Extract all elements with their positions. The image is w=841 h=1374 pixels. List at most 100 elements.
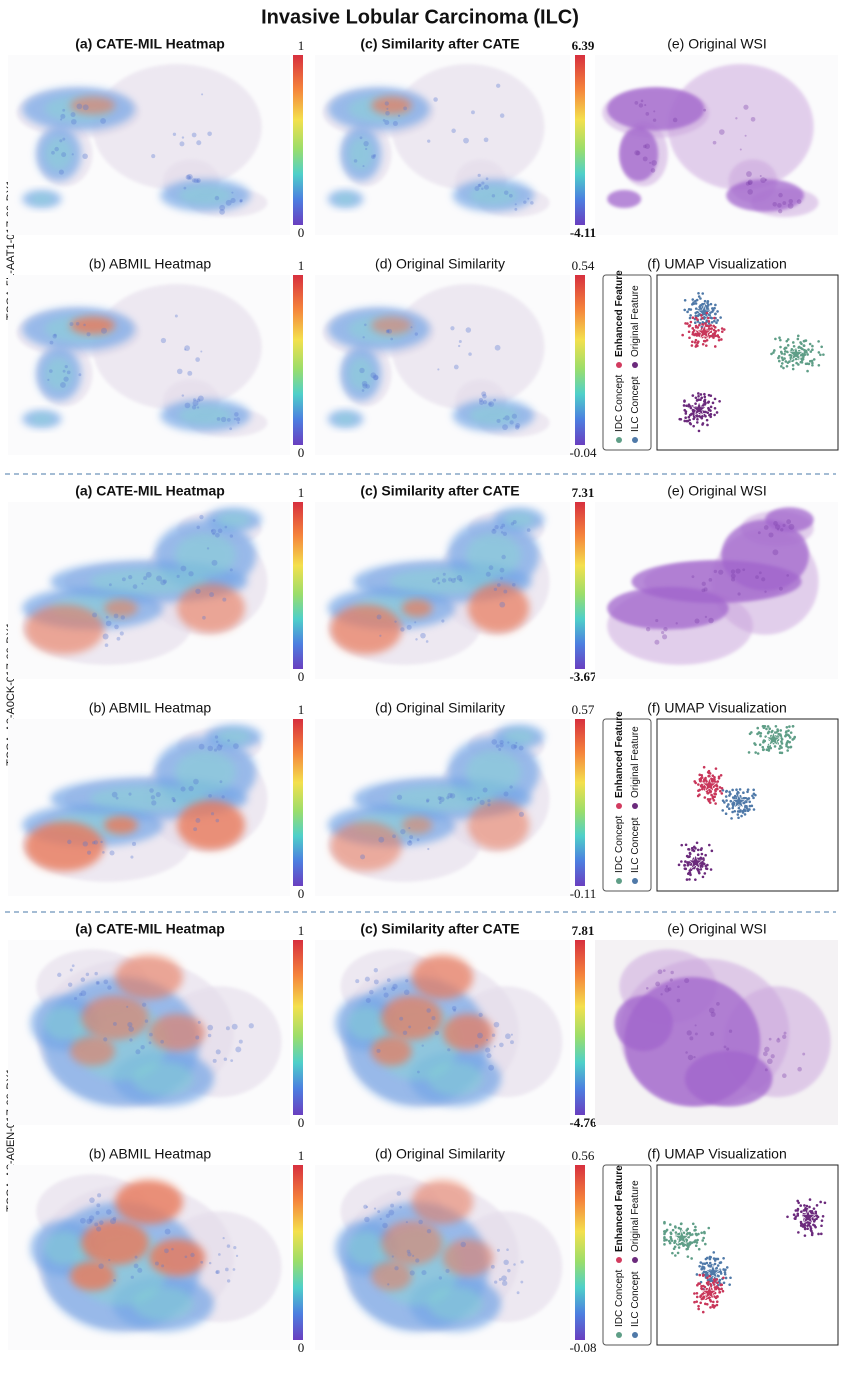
umap-point	[703, 1295, 706, 1298]
umap-point	[684, 867, 687, 870]
texture	[112, 792, 118, 798]
texture	[385, 101, 389, 105]
heat-high	[25, 822, 104, 872]
colorbar-max-label: 1	[298, 923, 305, 938]
umap-point	[712, 1301, 715, 1304]
panel-title: (c) Similarity after CATE	[360, 921, 519, 937]
texture	[184, 348, 186, 350]
texture	[68, 982, 72, 986]
texture	[156, 792, 161, 797]
umap-point	[693, 329, 696, 332]
umap-point	[729, 1276, 732, 1279]
umap-point	[709, 1299, 712, 1302]
umap-point	[754, 743, 757, 746]
umap-point	[696, 299, 699, 302]
colorbar	[575, 55, 585, 225]
texture	[666, 985, 668, 987]
umap-point	[688, 878, 691, 881]
texture	[161, 338, 166, 343]
heat-mid	[30, 194, 54, 205]
texture	[83, 324, 86, 327]
texture	[192, 405, 196, 409]
umap-point	[744, 813, 747, 816]
umap-point	[678, 864, 681, 867]
umap-point	[708, 409, 711, 412]
texture	[109, 583, 112, 586]
umap-point	[710, 303, 713, 306]
texture	[385, 111, 390, 116]
texture	[226, 200, 232, 206]
umap-point	[786, 741, 789, 744]
legend-dot	[632, 803, 638, 809]
texture	[100, 118, 106, 124]
umap-point	[694, 312, 697, 315]
texture	[487, 799, 490, 802]
umap-point	[697, 292, 700, 295]
texture	[494, 588, 497, 591]
umap-point	[729, 800, 732, 803]
texture	[197, 406, 199, 408]
texture	[379, 635, 381, 637]
umap-point	[806, 353, 809, 356]
legend-label: Original Feature	[630, 726, 641, 798]
texture	[239, 1040, 243, 1044]
texture	[149, 788, 154, 793]
umap-point	[714, 332, 717, 335]
colorbar	[293, 719, 303, 886]
texture	[651, 168, 656, 173]
umap-point	[716, 1304, 719, 1307]
texture	[782, 1073, 787, 1078]
texture	[198, 1021, 201, 1024]
umap-point	[695, 1300, 698, 1303]
texture	[235, 1046, 241, 1052]
umap-point	[777, 357, 780, 360]
texture	[507, 741, 509, 743]
texture	[184, 187, 187, 190]
texture	[103, 1037, 107, 1041]
texture	[132, 842, 136, 846]
texture	[78, 373, 81, 376]
umap-point	[685, 1248, 688, 1251]
umap-point	[684, 416, 687, 419]
texture	[655, 619, 658, 622]
heat-mid	[428, 1287, 483, 1320]
umap-point	[711, 317, 714, 320]
umap-point	[806, 1205, 809, 1208]
panel-title: (b) ABMIL Heatmap	[89, 256, 212, 272]
colorbar-max-label: 1	[298, 1148, 305, 1163]
texture	[771, 1054, 775, 1058]
texture	[509, 420, 513, 424]
texture	[512, 583, 516, 587]
colorbar	[575, 502, 585, 669]
texture	[387, 1283, 389, 1285]
umap-point	[688, 330, 691, 333]
umap-point	[704, 1243, 707, 1246]
umap-point	[714, 793, 717, 796]
texture	[81, 977, 86, 982]
texture	[483, 400, 487, 404]
umap-point	[695, 1244, 698, 1247]
texture	[479, 398, 483, 402]
panel-title: (f) UMAP Visualization	[647, 1146, 787, 1162]
texture	[208, 1034, 212, 1038]
texture	[670, 978, 673, 981]
heat-high	[81, 996, 149, 1040]
colorbar-max-label: 0.57	[572, 702, 595, 717]
texture	[488, 401, 494, 407]
texture	[426, 640, 429, 643]
texture	[187, 174, 193, 180]
umap-point	[800, 347, 803, 350]
texture	[151, 795, 155, 799]
texture	[743, 105, 748, 110]
umap-point	[809, 360, 812, 363]
texture	[397, 1191, 402, 1196]
texture	[49, 369, 53, 373]
umap-point	[702, 1274, 705, 1277]
texture	[77, 103, 83, 109]
umap-point	[708, 325, 711, 328]
umap-point	[709, 772, 712, 775]
texture	[688, 1055, 693, 1060]
umap-point	[814, 1219, 817, 1222]
umap-point	[688, 419, 691, 422]
umap-point	[688, 848, 691, 851]
